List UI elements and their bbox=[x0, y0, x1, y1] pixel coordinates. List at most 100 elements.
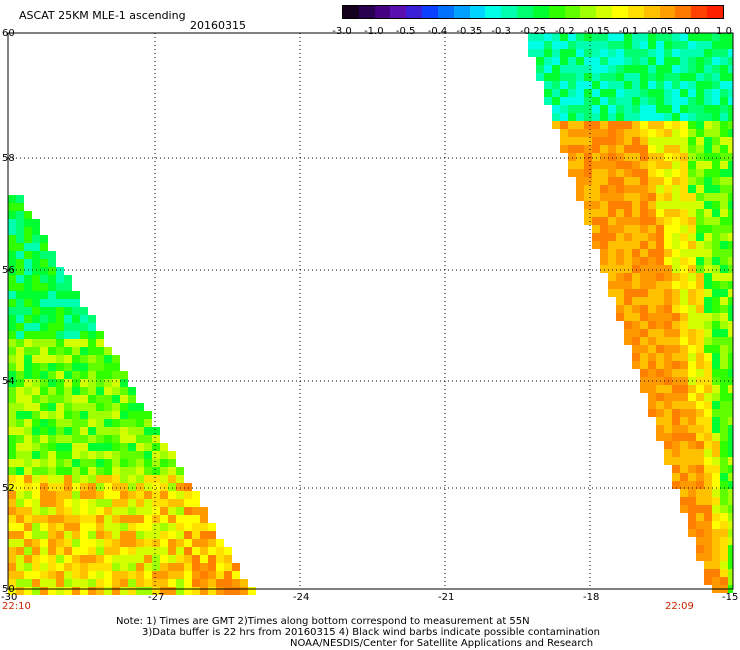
swath-cell bbox=[728, 193, 733, 201]
swath-cell bbox=[640, 385, 648, 393]
swath-cell bbox=[664, 401, 672, 409]
swath-cell bbox=[648, 401, 656, 409]
swath-cell bbox=[728, 209, 733, 217]
swath-cell bbox=[688, 97, 696, 105]
swath-cell bbox=[16, 419, 24, 427]
swath-cell bbox=[120, 443, 128, 451]
swath-cell bbox=[720, 193, 728, 201]
swath-cell bbox=[632, 361, 640, 369]
swath-cell bbox=[584, 169, 592, 177]
swath-cell bbox=[120, 427, 128, 435]
swath-cell bbox=[656, 225, 664, 233]
swath-cell bbox=[112, 587, 120, 595]
swath-cell bbox=[712, 329, 720, 337]
swath-cell bbox=[720, 129, 728, 137]
swath-cell bbox=[608, 161, 616, 169]
swath-cell bbox=[168, 491, 176, 499]
swath-cell bbox=[16, 499, 24, 507]
swath-cell bbox=[64, 371, 72, 379]
swath-cell bbox=[128, 459, 136, 467]
swath-cell bbox=[720, 185, 728, 193]
swath-cell bbox=[48, 259, 56, 267]
swath-cell bbox=[664, 129, 672, 137]
swath-cell bbox=[120, 403, 128, 411]
swath-cell bbox=[616, 97, 624, 105]
swath-cell bbox=[728, 473, 733, 481]
swath-cell bbox=[712, 73, 720, 81]
swath-cell bbox=[56, 483, 64, 491]
swath-cell bbox=[712, 33, 720, 41]
swath-cell bbox=[616, 169, 624, 177]
swath-cell bbox=[88, 379, 96, 387]
swath-cell bbox=[96, 331, 104, 339]
swath-cell bbox=[192, 491, 200, 499]
swath-cell bbox=[24, 515, 32, 523]
swath-cell bbox=[656, 89, 664, 97]
swath-cell bbox=[728, 265, 733, 273]
swath-cell bbox=[624, 97, 632, 105]
swath-cell bbox=[32, 411, 40, 419]
swath-cell bbox=[72, 539, 80, 547]
swath-cell bbox=[88, 515, 96, 523]
swath-cell bbox=[40, 459, 48, 467]
swath-cell bbox=[144, 435, 152, 443]
swath-cell bbox=[120, 483, 128, 491]
swath-cell bbox=[696, 305, 704, 313]
swath-cell bbox=[568, 41, 576, 49]
swath-cell bbox=[120, 451, 128, 459]
swath-cell bbox=[696, 153, 704, 161]
swath-cell bbox=[640, 49, 648, 57]
swath-cell bbox=[584, 89, 592, 97]
swath-cell bbox=[120, 467, 128, 475]
swath-cell bbox=[104, 531, 112, 539]
swath-cell bbox=[712, 393, 720, 401]
swath-cell bbox=[568, 89, 576, 97]
swath-cell bbox=[728, 121, 733, 129]
swath-cell bbox=[640, 225, 648, 233]
swath-cell bbox=[32, 259, 40, 267]
swath-cell bbox=[640, 41, 648, 49]
swath-cell bbox=[72, 387, 80, 395]
swath-cell bbox=[88, 355, 96, 363]
swath-cell bbox=[720, 393, 728, 401]
swath-cell bbox=[712, 537, 720, 545]
swath-cell bbox=[144, 459, 152, 467]
swath-cell bbox=[32, 531, 40, 539]
swath-cell bbox=[624, 73, 632, 81]
swath-cell bbox=[720, 97, 728, 105]
swath-cell bbox=[8, 467, 16, 475]
swath-cell bbox=[640, 177, 648, 185]
swath-cell bbox=[680, 369, 688, 377]
swath-cell bbox=[648, 81, 656, 89]
swath-cell bbox=[80, 307, 88, 315]
swath-cell bbox=[608, 33, 616, 41]
swath-cell bbox=[704, 129, 712, 137]
swath-cell bbox=[624, 233, 632, 241]
swath-cell bbox=[80, 491, 88, 499]
swath-cell bbox=[88, 395, 96, 403]
swath-cell bbox=[40, 443, 48, 451]
swath-cell bbox=[56, 403, 64, 411]
swath-cell bbox=[96, 515, 104, 523]
swath-cell bbox=[64, 523, 72, 531]
swath-cell bbox=[728, 81, 733, 89]
swath-cell bbox=[672, 329, 680, 337]
swath-cell bbox=[112, 515, 120, 523]
swath-cell bbox=[568, 97, 576, 105]
swath-cell bbox=[576, 121, 584, 129]
swath-cell bbox=[568, 65, 576, 73]
swath-cell bbox=[664, 337, 672, 345]
swath-cell bbox=[32, 451, 40, 459]
swath-cell bbox=[664, 137, 672, 145]
swath-cell bbox=[32, 251, 40, 259]
swath-cell bbox=[712, 505, 720, 513]
swath-cell bbox=[648, 385, 656, 393]
swath-cell bbox=[40, 539, 48, 547]
colorbar-segment bbox=[596, 6, 613, 18]
swath-cell bbox=[24, 331, 32, 339]
swath-cell bbox=[56, 323, 64, 331]
swath-cell bbox=[672, 65, 680, 73]
swath-cell bbox=[728, 401, 733, 409]
swath-cell bbox=[56, 515, 64, 523]
